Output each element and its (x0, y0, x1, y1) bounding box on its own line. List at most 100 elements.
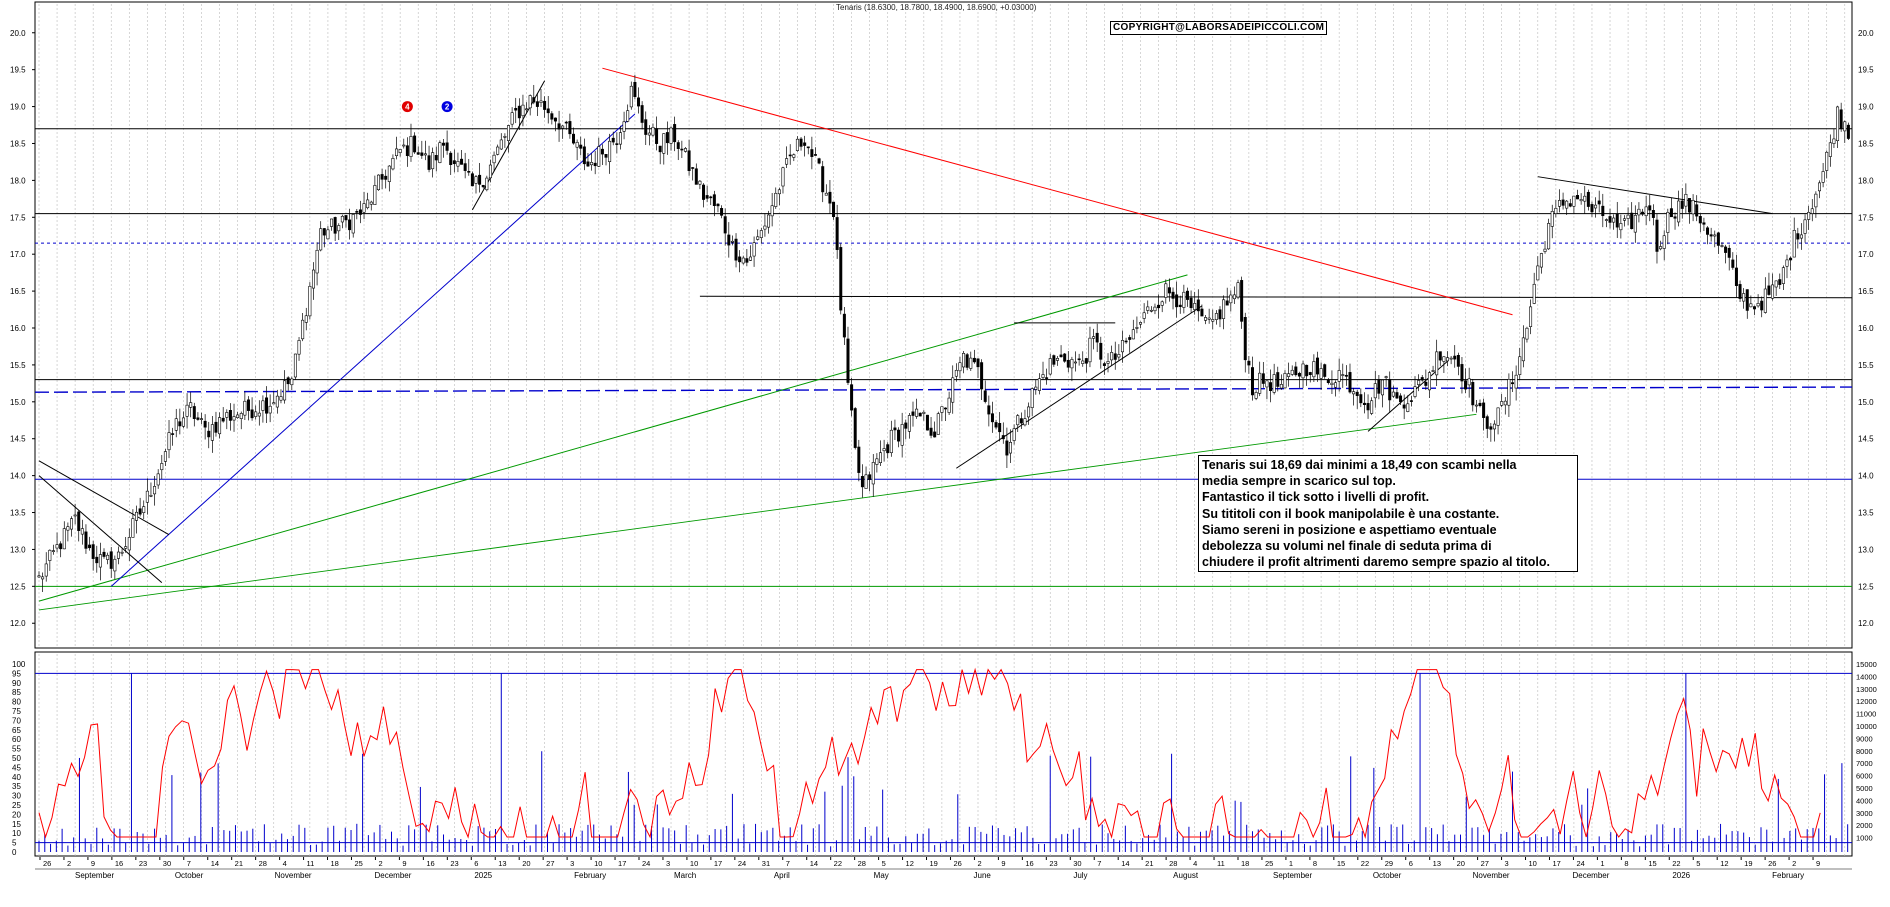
candle-body (622, 121, 626, 132)
candle-body (315, 249, 319, 274)
candle-body (629, 85, 633, 108)
candle-body (1120, 340, 1124, 353)
candle-body (987, 405, 991, 415)
candle-body (189, 402, 193, 408)
x-day-label: 30 (163, 859, 171, 868)
candle-body (777, 189, 781, 195)
candle-body (990, 413, 994, 423)
candle-body (1641, 211, 1645, 215)
candle-body (398, 149, 402, 153)
candle-body (1655, 219, 1659, 252)
candle-body (131, 518, 135, 538)
y-tick-right: 20.0 (1858, 29, 1874, 38)
candle-body (1713, 234, 1717, 237)
x-day-label: 27 (546, 859, 554, 868)
marker-circle (401, 101, 413, 113)
candle-body (774, 192, 778, 207)
candle-body (1803, 219, 1807, 234)
x-day-label: 13 (1433, 859, 1441, 868)
candle-body (171, 433, 175, 435)
candle-body (1615, 213, 1619, 228)
candle-body (835, 217, 839, 250)
y-tick-left: 19.5 (10, 66, 26, 75)
x-day-label: 9 (91, 859, 95, 868)
candle-body (1706, 227, 1710, 235)
volume-y-tick: 13000 (1856, 685, 1877, 694)
candle-body (1294, 366, 1298, 376)
candle-body (214, 421, 218, 433)
price-panel-frame (34, 1, 1853, 649)
x-day-label: 19 (1744, 859, 1752, 868)
candle-body (1456, 354, 1460, 367)
candle-body (1716, 232, 1720, 246)
candle-body (1695, 204, 1699, 217)
x-month-label: March (674, 871, 696, 880)
candle-body (752, 242, 756, 257)
candle-body (355, 211, 359, 213)
candle-body (326, 229, 330, 240)
candle-body (1503, 400, 1507, 406)
candle-body (1348, 372, 1352, 393)
candle-body (434, 155, 438, 161)
volume-y-tick: 7000 (1856, 759, 1873, 768)
candle-body (275, 395, 279, 408)
candle-body (954, 369, 958, 377)
candle-body (748, 256, 752, 261)
candle-body (420, 152, 424, 156)
candle-body (149, 494, 153, 497)
candle-body (1781, 267, 1785, 284)
candle-body (192, 406, 196, 419)
candle-body (1261, 373, 1265, 384)
candle-body (1059, 354, 1063, 358)
x-day-label: 21 (235, 859, 243, 868)
candle-body (1427, 372, 1431, 391)
candle-body (1651, 210, 1655, 218)
candle-body (1164, 283, 1168, 298)
candle-body (1789, 257, 1793, 261)
candle-body (70, 518, 74, 530)
volume-y-tick: 12000 (1856, 697, 1877, 706)
candle-body (1218, 309, 1222, 320)
osc-y-tick: 20 (12, 810, 21, 819)
candle-body (694, 168, 698, 185)
candle-body (225, 412, 229, 418)
candle-body (1287, 373, 1291, 377)
candle-body (1817, 182, 1821, 192)
candle-body (1637, 208, 1641, 216)
candle-body (806, 146, 810, 149)
candle-body (1160, 301, 1164, 306)
candle-body (441, 142, 445, 146)
candle-body (1539, 253, 1543, 268)
x-day-label: 12 (906, 859, 914, 868)
candle-body (456, 161, 460, 167)
candle-body (683, 148, 687, 152)
candle-body (1189, 297, 1193, 309)
candle-body (218, 417, 222, 435)
candle-body (1832, 138, 1836, 144)
candle-body (705, 195, 709, 199)
candle-body (911, 411, 915, 416)
candle-body (1204, 317, 1208, 321)
candle-body (1496, 407, 1500, 426)
candle-body (37, 575, 41, 578)
candle-body (897, 429, 901, 442)
candle-body (1796, 233, 1800, 240)
candle-body (1604, 219, 1608, 221)
candle-body (716, 203, 720, 207)
volume-y-tick: 4000 (1856, 796, 1873, 805)
x-month-label: September (1273, 871, 1312, 880)
candle-body (875, 458, 879, 465)
candle-body (962, 353, 966, 368)
x-month-label: February (574, 871, 606, 880)
candle-body (1673, 216, 1677, 219)
candle-body (488, 164, 492, 179)
candle-body (889, 429, 893, 454)
candle-body (301, 319, 305, 340)
candle-body (203, 420, 207, 428)
candle-body (1326, 379, 1330, 384)
candle-body (265, 397, 269, 414)
candle-body (113, 558, 117, 572)
candle-body (1507, 379, 1511, 406)
candle-body (1825, 151, 1829, 171)
candle-body (402, 144, 406, 147)
